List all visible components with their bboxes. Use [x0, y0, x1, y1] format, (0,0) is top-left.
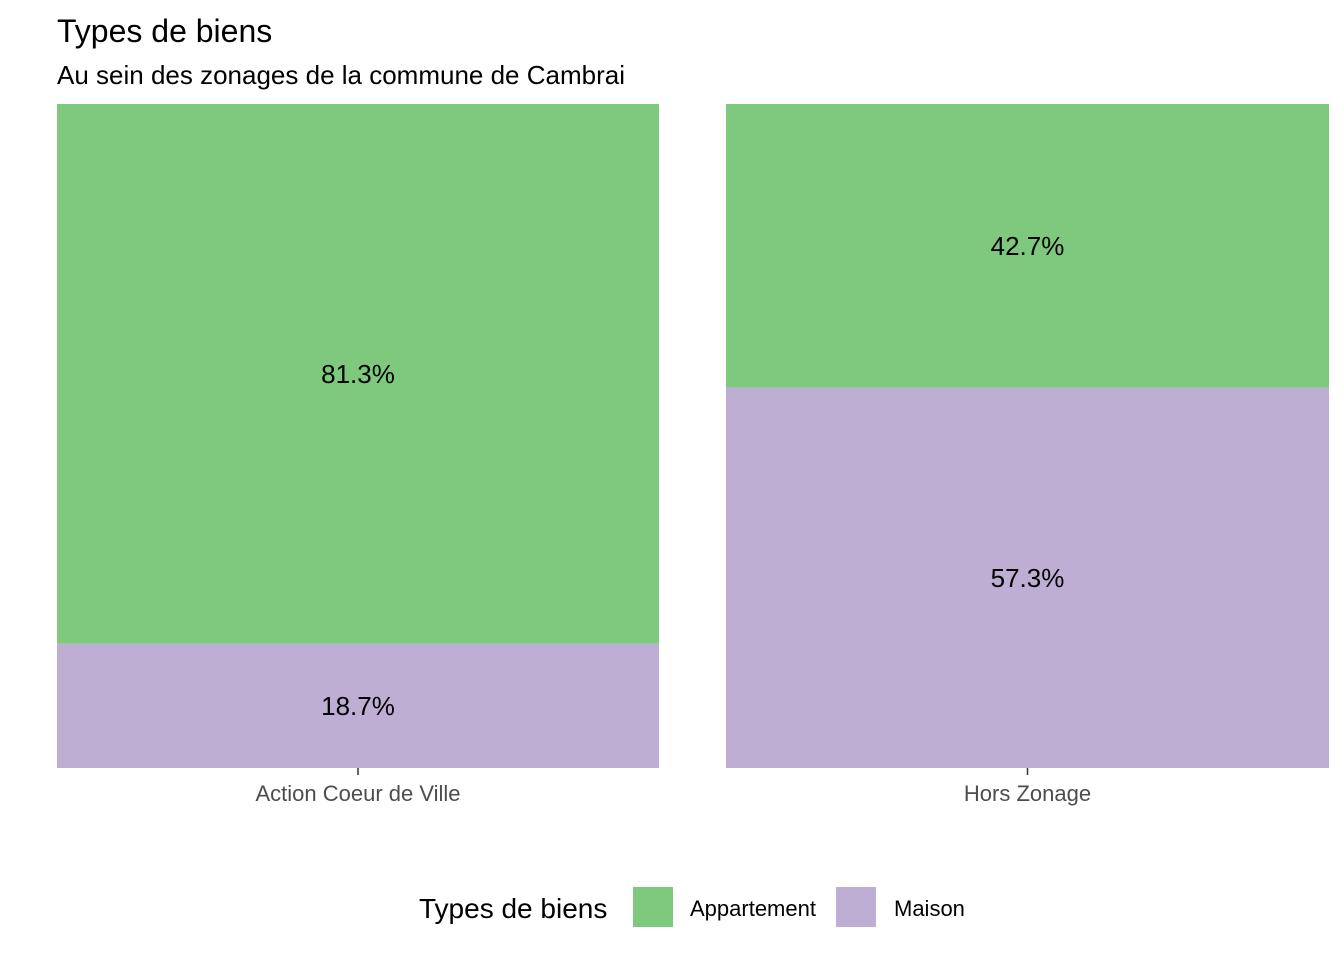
legend-title: Types de biens: [419, 893, 607, 924]
bar-labels-layer: 81.3% 18.7% 42.7% 57.3%: [321, 231, 1064, 721]
legend-key-maison: [834, 885, 878, 929]
chart-title: Types de biens: [57, 13, 272, 49]
bar-label-action-coeur-de-ville-appartement: 81.3%: [321, 359, 395, 389]
x-tick-label-action-coeur-de-ville: Action Coeur de Ville: [255, 781, 460, 806]
legend: Types de biens Appartement Maison: [419, 885, 965, 929]
bar-action-coeur-de-ville-appartement: [57, 104, 659, 644]
bars-layer: [57, 104, 1329, 768]
bar-label-hors-zonage-appartement: 42.7%: [991, 231, 1065, 261]
bar-hors-zonage-appartement: [726, 104, 1329, 388]
bar-label-hors-zonage-maison: 57.3%: [991, 563, 1065, 593]
bar-label-action-coeur-de-ville-maison: 18.7%: [321, 691, 395, 721]
bar-action-coeur-de-ville-maison: [57, 643, 659, 768]
legend-label-maison: Maison: [894, 896, 965, 921]
legend-label-appartement: Appartement: [690, 896, 816, 921]
bar-hors-zonage-maison: [726, 387, 1329, 768]
x-axis: Action Coeur de Ville Hors Zonage: [255, 768, 1091, 806]
x-tick-label-hors-zonage: Hors Zonage: [964, 781, 1091, 806]
legend-key-appartement: [631, 885, 675, 929]
chart-subtitle: Au sein des zonages de la commune de Cam…: [57, 60, 625, 90]
